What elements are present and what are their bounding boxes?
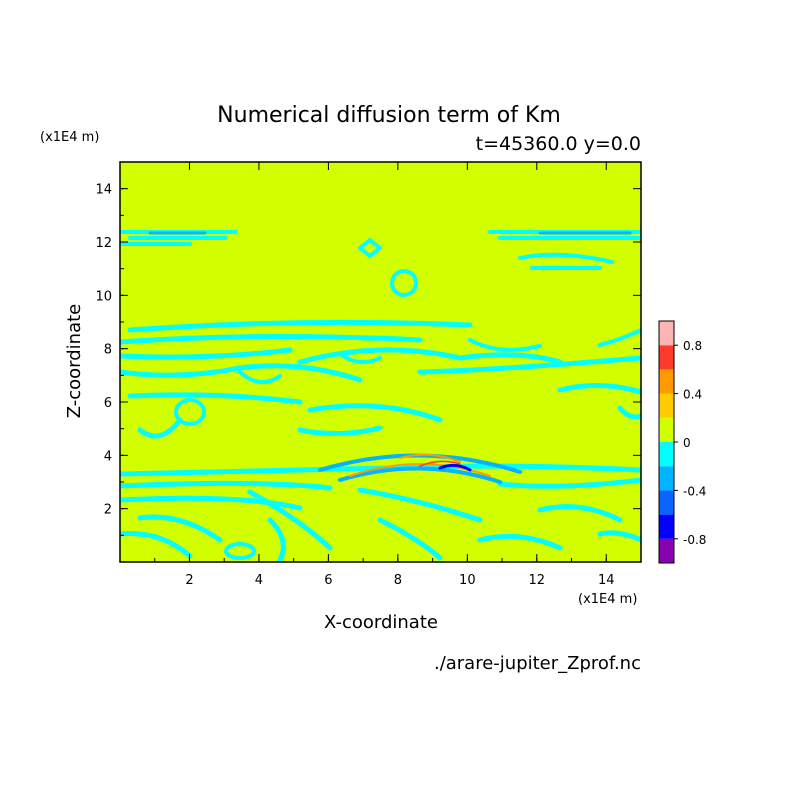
y-tick-label: 10 bbox=[95, 289, 112, 304]
colorbar-tick-label: 0.8 bbox=[683, 339, 702, 353]
colorbar-swatch bbox=[659, 538, 674, 563]
chart-subtitle: t=45360.0 y=0.0 bbox=[476, 133, 641, 155]
y-tick-label: 8 bbox=[104, 343, 112, 358]
y-tick-label: 6 bbox=[104, 396, 112, 411]
colorbar-swatch bbox=[659, 393, 674, 418]
colorbar-tick-label: -0.8 bbox=[683, 533, 706, 547]
colorbar-swatch bbox=[659, 466, 674, 491]
x-tick-label: 8 bbox=[394, 573, 402, 588]
x-tick-label: 10 bbox=[459, 573, 476, 588]
x-tick-label: 4 bbox=[255, 573, 263, 588]
x-tick-label: 12 bbox=[529, 573, 546, 588]
y-tick-label: 4 bbox=[104, 449, 112, 464]
y-tick-label: 12 bbox=[95, 236, 112, 251]
x-tick-label: 2 bbox=[185, 573, 193, 588]
colorbar-tick-label: -0.4 bbox=[683, 484, 706, 498]
colorbar-swatch bbox=[659, 369, 674, 394]
y-axis: 2 4 6 8 10 12 14 bbox=[95, 183, 641, 536]
y-unit-label: (x1E4 m) bbox=[40, 130, 99, 145]
colorbar-tick-label: 0.4 bbox=[683, 388, 702, 402]
colorbar-swatch bbox=[659, 490, 674, 515]
colorbar: 0.8 0.4 0 -0.4 -0.8 bbox=[658, 320, 706, 564]
y-tick-label: 14 bbox=[95, 183, 112, 198]
chart-title: Numerical diffusion term of Km bbox=[217, 103, 561, 128]
colorbar-swatch bbox=[659, 321, 674, 346]
x-tick-label: 6 bbox=[324, 573, 332, 588]
x-tick-label: 14 bbox=[598, 573, 615, 588]
colorbar-swatch bbox=[659, 442, 674, 467]
colorbar-tick-label: 0 bbox=[683, 436, 691, 450]
x-axis-label: X-coordinate bbox=[324, 612, 438, 633]
footer-filename: ./arare-jupiter_Zprof.nc bbox=[434, 653, 641, 674]
colorbar-swatch bbox=[659, 345, 674, 370]
colorbar-swatch bbox=[659, 514, 674, 539]
y-tick-label: 2 bbox=[104, 503, 112, 518]
colorbar-swatch bbox=[659, 417, 674, 442]
x-unit-label: (x1E4 m) bbox=[578, 592, 637, 607]
y-axis-label: Z-coordinate bbox=[64, 304, 85, 419]
contour-layer bbox=[120, 230, 641, 562]
plot-frame bbox=[119, 161, 642, 563]
x-axis: 2 4 6 8 10 12 14 bbox=[154, 162, 615, 588]
